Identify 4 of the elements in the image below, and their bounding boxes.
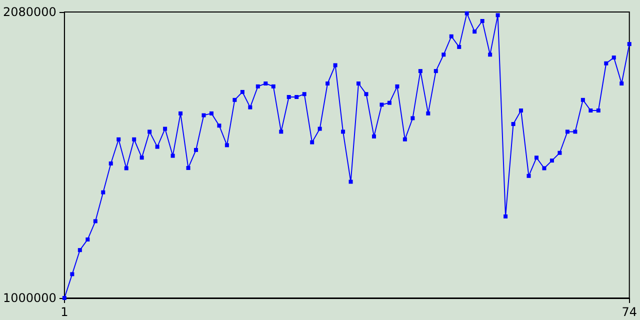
x-tick-label: 74 (622, 305, 638, 319)
y-tick-label: 1000000 (2, 291, 56, 305)
x-tick-label: 1 (60, 305, 68, 319)
y-tick-label: 2080000 (2, 5, 56, 19)
